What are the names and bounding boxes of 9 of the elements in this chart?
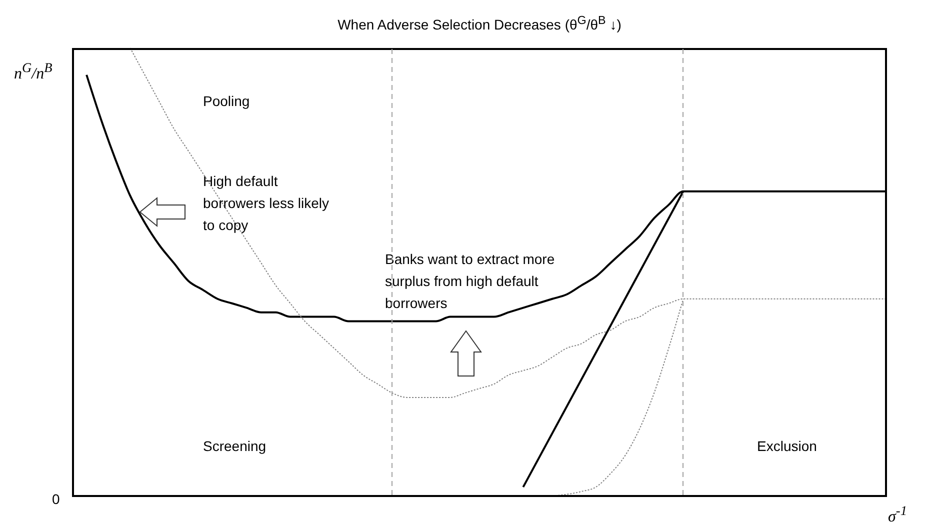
annotation: High default borrowers less likely to copy <box>203 172 330 235</box>
chart-title: When Adverse Selection Decreases (θ$^{G}$/θ$^{B}$ ↓) <box>336 14 622 33</box>
annotation: Pooling <box>203 92 251 111</box>
annotation: Screening <box>203 437 268 456</box>
x-axis-title: σ$^{-1}$ <box>888 503 907 526</box>
annotation: Exclusion <box>757 437 818 456</box>
text: 0 <box>52 490 61 509</box>
annotation: Banks want to extract more surplus from high default borrowers <box>385 250 556 313</box>
y-axis-title: n$^{G}$/n$^{B}$ <box>14 60 52 84</box>
